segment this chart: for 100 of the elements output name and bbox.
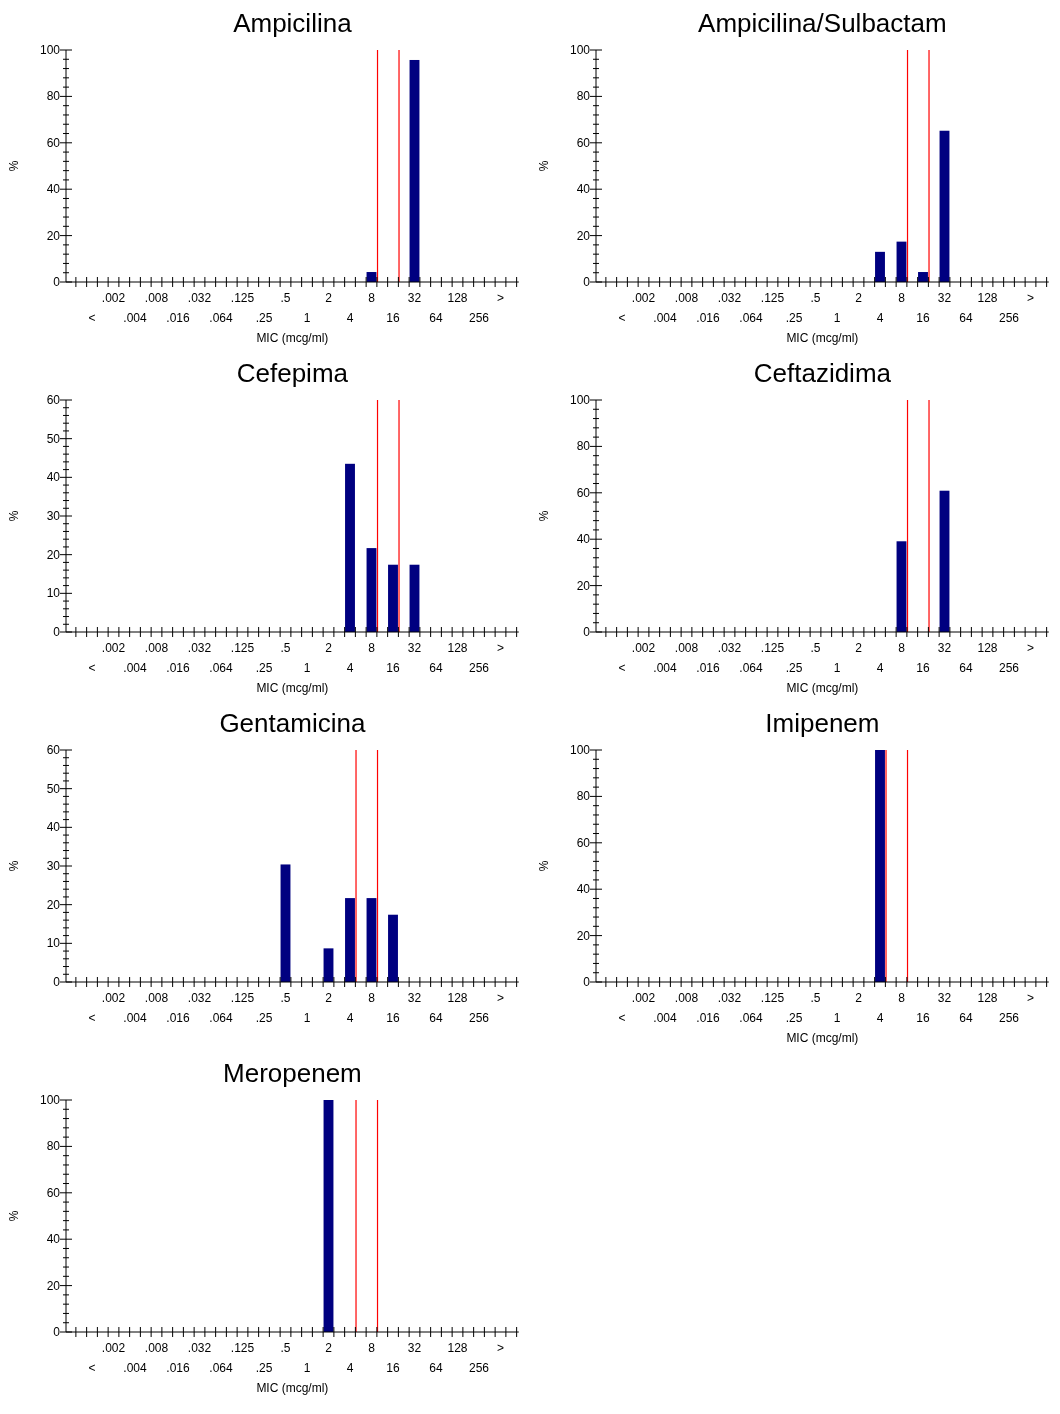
- chart-title: Gentamicina: [219, 708, 366, 738]
- chart-title: Cefepima: [236, 358, 349, 388]
- y-tick-label: 60: [46, 135, 61, 150]
- x-tick-label: 1: [833, 311, 841, 325]
- x-tick-label: .004: [123, 1361, 147, 1375]
- x-tick-label: .5: [280, 991, 291, 1005]
- bar: [345, 463, 355, 632]
- x-tick-label: .002: [101, 991, 126, 1005]
- x-tick-label: .064: [209, 1011, 233, 1025]
- x-tick-label: .016: [166, 1361, 190, 1375]
- x-tick-label: 256: [998, 311, 1020, 325]
- x-tick-label: <: [88, 1361, 96, 1375]
- y-tick-label: 100: [569, 43, 591, 57]
- x-tick-label: .125: [760, 991, 785, 1005]
- x-axis-title: MIC (mcg/ml): [256, 331, 329, 345]
- y-tick-label: 10: [46, 936, 61, 951]
- x-tick-label: .032: [187, 291, 212, 305]
- x-tick-label: .064: [209, 311, 233, 325]
- x-tick-label: .016: [696, 1011, 720, 1025]
- y-axis-title: %: [7, 160, 21, 172]
- y-tick-label: 60: [46, 1185, 61, 1200]
- x-tick-label: <: [88, 1011, 96, 1025]
- x-tick-label: .5: [280, 1341, 291, 1355]
- y-tick-label: 100: [39, 1093, 61, 1107]
- x-tick-label: .008: [144, 291, 169, 305]
- x-tick-label: 4: [876, 1011, 884, 1025]
- x-tick-label: 1: [303, 1361, 311, 1375]
- x-tick-label: .064: [739, 311, 763, 325]
- x-tick-label: 16: [916, 311, 930, 325]
- x-tick-label: <: [88, 311, 96, 325]
- bar: [345, 898, 355, 982]
- x-tick-label: .016: [166, 661, 190, 675]
- x-tick-label: 64: [429, 1361, 443, 1375]
- x-axis-title: MIC (mcg/ml): [786, 681, 859, 695]
- x-tick-label: 16: [386, 1011, 400, 1025]
- x-tick-label: .004: [653, 661, 677, 675]
- y-axis-title: %: [537, 160, 551, 172]
- x-tick-label: 4: [346, 1361, 354, 1375]
- x-tick-label: .004: [123, 661, 147, 675]
- y-axis-title: %: [7, 860, 21, 872]
- x-tick-label: .008: [144, 991, 169, 1005]
- x-tick-label: .008: [674, 991, 699, 1005]
- x-tick-label: .064: [209, 1361, 233, 1375]
- y-tick-label: 20: [576, 928, 591, 943]
- y-tick-label: 60: [576, 835, 591, 850]
- y-tick-label: 40: [46, 470, 61, 485]
- x-tick-label: 256: [998, 1011, 1020, 1025]
- x-tick-label: >: [1026, 291, 1035, 305]
- y-tick-label: 40: [576, 532, 591, 547]
- x-tick-label: 1: [833, 1011, 841, 1025]
- y-tick-label: 20: [46, 1278, 61, 1293]
- y-tick-label: 0: [53, 1325, 61, 1339]
- x-tick-label: .25: [785, 661, 803, 675]
- x-tick-label: 2: [855, 991, 863, 1005]
- chart-title: Ceftazidima: [753, 358, 892, 388]
- bar: [366, 548, 377, 632]
- y-tick-label: 20: [46, 547, 61, 562]
- x-tick-label: 8: [368, 291, 376, 305]
- y-tick-label: 40: [576, 882, 591, 897]
- x-tick-label: 128: [977, 291, 998, 305]
- x-tick-label: .002: [631, 291, 656, 305]
- bar: [875, 251, 885, 282]
- x-tick-label: .032: [187, 1341, 212, 1355]
- x-tick-label: 128: [447, 291, 468, 305]
- bar: [388, 914, 398, 982]
- x-tick-label: 128: [977, 641, 998, 655]
- x-tick-label: 2: [325, 291, 333, 305]
- x-tick-label: <: [618, 661, 626, 675]
- y-tick-label: 60: [46, 743, 61, 757]
- y-tick-label: 50: [46, 431, 61, 446]
- x-tick-label: .016: [696, 661, 720, 675]
- y-axis-title: %: [7, 510, 21, 522]
- x-axis-title: MIC (mcg/ml): [256, 1381, 329, 1395]
- x-tick-label: >: [1026, 641, 1035, 655]
- x-tick-label: .5: [280, 291, 291, 305]
- x-tick-label: 32: [937, 641, 952, 655]
- x-tick-label: .25: [255, 311, 273, 325]
- bar: [388, 564, 398, 632]
- x-tick-label: .5: [280, 641, 291, 655]
- x-tick-label: 64: [959, 311, 973, 325]
- x-tick-label: .125: [230, 1341, 255, 1355]
- x-tick-label: 128: [447, 1341, 468, 1355]
- x-tick-label: 32: [937, 991, 952, 1005]
- x-tick-label: .008: [144, 1341, 169, 1355]
- x-tick-label: 16: [386, 1361, 400, 1375]
- x-tick-label: <: [618, 1011, 626, 1025]
- y-tick-label: 80: [46, 89, 61, 104]
- y-tick-label: 60: [576, 485, 591, 500]
- y-tick-label: 40: [46, 1232, 61, 1247]
- x-tick-label: .125: [230, 991, 255, 1005]
- x-tick-label: .008: [674, 641, 699, 655]
- x-tick-label: .008: [144, 641, 169, 655]
- x-tick-label: .064: [739, 661, 763, 675]
- x-tick-label: .016: [166, 1011, 190, 1025]
- x-tick-label: 256: [468, 1361, 490, 1375]
- y-tick-label: 20: [46, 897, 61, 912]
- y-tick-label: 40: [46, 182, 61, 197]
- x-tick-label: 2: [325, 991, 333, 1005]
- x-tick-label: 4: [346, 311, 354, 325]
- y-tick-label: 10: [46, 586, 61, 601]
